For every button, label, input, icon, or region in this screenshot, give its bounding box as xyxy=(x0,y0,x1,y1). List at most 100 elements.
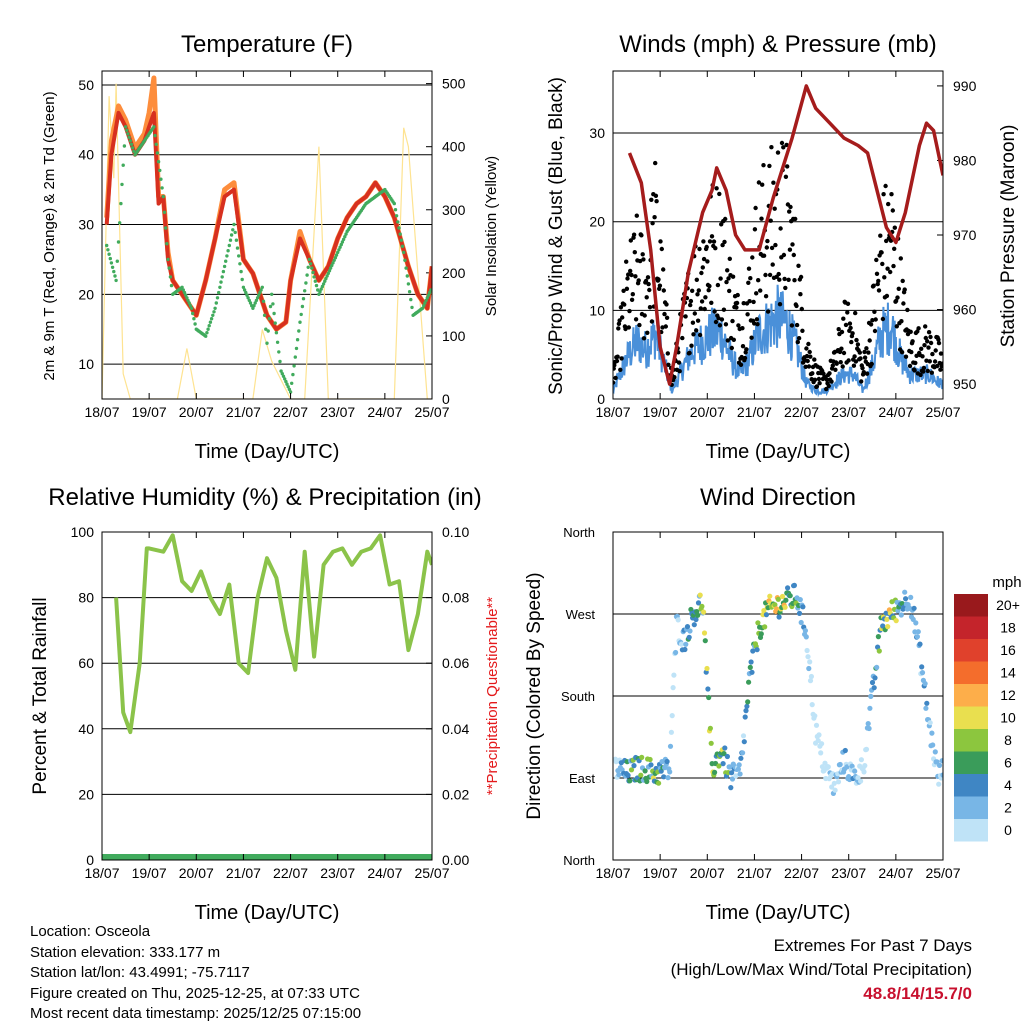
gust-point xyxy=(765,238,770,244)
direction-point xyxy=(797,597,803,603)
gust-point xyxy=(861,370,866,375)
y2-tick-label: 960 xyxy=(953,302,977,318)
gust-point xyxy=(746,266,752,271)
direction-point xyxy=(763,612,770,618)
gust-point xyxy=(933,348,938,353)
direction-point xyxy=(809,702,815,708)
gust-point xyxy=(885,266,890,271)
gust-point xyxy=(643,278,649,284)
y2-tick-label: 400 xyxy=(442,139,466,155)
x-tick-label: 21/07 xyxy=(737,865,772,881)
gust-point xyxy=(646,281,651,287)
gust-point xyxy=(676,360,682,365)
x-tick-label: 20/07 xyxy=(690,404,725,420)
gust-point xyxy=(626,272,631,277)
dewpoint-point xyxy=(232,222,236,227)
dewpoint-point xyxy=(303,289,307,293)
gust-point xyxy=(730,274,736,279)
gust-point xyxy=(817,381,822,386)
gust-point xyxy=(901,301,906,306)
dewpoint-point xyxy=(127,135,131,139)
dewpoint-point xyxy=(122,144,127,148)
gust-point xyxy=(647,305,653,310)
direction-point xyxy=(837,761,843,768)
gust-point xyxy=(633,274,638,279)
gust-point xyxy=(618,305,624,310)
dewpoint-point xyxy=(233,230,237,235)
dewpoint-point xyxy=(298,320,302,324)
dewpoint-point xyxy=(406,282,411,286)
gust-point xyxy=(750,255,755,260)
gust-point xyxy=(740,344,746,349)
gust-point xyxy=(777,277,782,282)
gust-point xyxy=(808,354,813,359)
gust-point xyxy=(623,326,628,332)
dewpoint-point xyxy=(213,306,217,310)
colorbar-swatch xyxy=(954,616,988,639)
dewpoint-point xyxy=(265,341,269,345)
direction-point xyxy=(697,592,703,598)
gust-point xyxy=(929,370,934,375)
dewpoint-point xyxy=(212,310,216,314)
gust-point xyxy=(694,277,699,282)
direction-point xyxy=(743,708,749,714)
direction-point xyxy=(779,593,786,600)
direction-point xyxy=(813,722,820,728)
direction-point xyxy=(742,714,748,720)
x-tick-label: 18/07 xyxy=(595,865,630,881)
dewpoint-point xyxy=(277,350,281,354)
gust-point xyxy=(756,278,761,283)
gust-point xyxy=(656,277,661,282)
x-tick-label: 20/07 xyxy=(690,865,725,881)
y-tick-label: 40 xyxy=(78,147,94,163)
direction-tick-label: East xyxy=(569,771,595,786)
x-tick-label: 23/07 xyxy=(831,404,866,420)
dewpoint-point xyxy=(188,304,193,308)
direction-point xyxy=(869,679,876,686)
dewpoint-point xyxy=(292,364,296,368)
gust-point xyxy=(734,300,740,306)
direction-point xyxy=(648,762,654,768)
direction-point xyxy=(893,618,899,624)
gust-point xyxy=(841,350,847,356)
dewpoint-point xyxy=(301,297,306,301)
y-tick-label: 80 xyxy=(78,590,94,606)
station-info: Location: Osceola Station elevation: 333… xyxy=(30,922,361,1025)
gust-point xyxy=(794,322,800,328)
dewpoint-point xyxy=(219,280,223,284)
gust-point xyxy=(880,316,886,322)
dewpoint-point xyxy=(291,372,295,377)
direction-point xyxy=(858,757,865,763)
gust-point xyxy=(690,320,696,325)
gust-point xyxy=(725,338,730,343)
gust-point xyxy=(717,323,723,328)
gust-point xyxy=(781,252,787,258)
y-tick-label: 0 xyxy=(597,391,605,407)
gust-point xyxy=(664,302,669,307)
x-tick-label: 22/07 xyxy=(273,865,308,881)
y2-tick-label: 300 xyxy=(442,202,466,218)
direction-point xyxy=(872,675,878,681)
gust-point xyxy=(771,180,776,185)
gust-point xyxy=(839,346,844,351)
gust-point xyxy=(751,299,756,305)
dewpoint-point xyxy=(409,297,413,302)
y2-tick-label: 980 xyxy=(953,152,977,168)
gust-point xyxy=(787,247,793,252)
wind-speed-line xyxy=(613,284,943,398)
direction-point xyxy=(701,609,707,615)
gust-point xyxy=(898,256,903,261)
gust-point xyxy=(622,302,627,307)
extremes-values: 48.8/14/15.7/0 xyxy=(863,984,972,1003)
humidity-panel: Relative Humidity (%) & Precipitation (i… xyxy=(30,484,501,924)
direction-point xyxy=(936,781,942,787)
gust-point xyxy=(614,358,620,364)
x-tick-label: 24/07 xyxy=(367,865,402,881)
dewpoint-point xyxy=(107,252,111,256)
direction-point xyxy=(875,634,882,640)
gust-point xyxy=(789,323,795,328)
x-tick-label: 18/07 xyxy=(84,404,119,420)
dewpoint-point xyxy=(225,254,229,258)
gust-point xyxy=(798,292,803,297)
